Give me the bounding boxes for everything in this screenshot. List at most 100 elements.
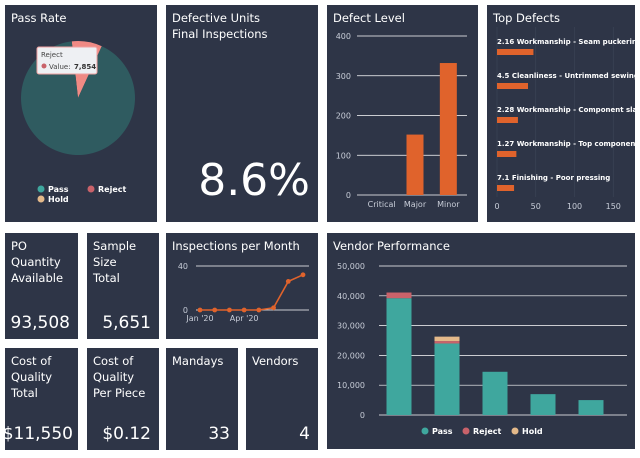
vendor-perf-bar-pass: [578, 400, 604, 415]
defect-level-xtick: Major: [404, 200, 427, 209]
sample-size-title: Sample Size Total: [93, 238, 159, 286]
inspections-line: [200, 274, 304, 311]
top-defects-title: Top Defects: [493, 11, 560, 25]
inspections-xtick: Jan '20: [185, 314, 213, 323]
top-defects-bar-chart: 0 50 100 150 2.16 Workmanship - Seam puckeri…: [494, 27, 640, 211]
top-defects-label: 1.27 Workmanship - Top component not cc: [497, 140, 640, 148]
cost-quality-piece-title-line1: Cost of: [93, 354, 134, 368]
cost-quality-total-title: Cost of Quality Total: [11, 353, 52, 401]
pass-rate-title: Pass Rate: [11, 11, 67, 25]
inspections-ytick: 40: [178, 262, 188, 271]
pie-tooltip-dot: [41, 63, 47, 69]
top-defects-tile: Top Defects 0 50 100 150 2.16 Workmanship - …: [487, 5, 640, 222]
cost-quality-piece-value: $0.12: [102, 424, 151, 444]
po-quantity-tile: PO Quantity Available 93,508: [5, 233, 78, 339]
po-quantity-title-line2: Available: [11, 271, 64, 285]
vendor-perf-ytick: 0: [360, 411, 365, 420]
top-defects-label: 2.28 Workmanship - Component slantec: [497, 106, 640, 114]
vendor-perf-legend-marker-pass: [421, 427, 429, 435]
mandays-value: 33: [208, 424, 230, 444]
defective-units-title-line1: Defective Units: [172, 11, 261, 25]
pie-legend-label-hold: Hold: [48, 195, 69, 204]
defect-level-ytick: 0: [346, 191, 351, 200]
inspections-point: [212, 307, 218, 313]
cost-quality-piece-tile: Cost of Quality Per Piece $0.12: [87, 348, 159, 450]
defect-level-ytick: 300: [336, 72, 351, 81]
vendor-perf-bar-pass: [434, 343, 460, 415]
mandays-title: Mandays: [172, 354, 224, 368]
vendor-perf-legend-label-hold: Hold: [522, 427, 543, 436]
sample-size-title-line2: Total: [93, 271, 120, 285]
inspections-point: [271, 305, 276, 311]
defect-level-title: Defect Level: [333, 11, 405, 25]
inspections-point: [227, 307, 232, 313]
cost-quality-total-title-line2: Quality: [11, 370, 53, 384]
vendor-perf-bar-reject: [434, 341, 460, 344]
cost-quality-total-value: $11,550: [2, 424, 73, 444]
defect-level-bar-chart: 0 100 200 300 400 Critical Major Minor: [336, 32, 467, 209]
pie-legend-label-pass: Pass: [48, 185, 69, 194]
vendor-perf-ytick: 20,000: [337, 351, 365, 360]
vendors-title: Vendors: [252, 354, 299, 368]
defect-level-tile: Defect Level 0 100 200 300 400 Critical Major M…: [327, 5, 478, 222]
pie-legend-marker-pass: [37, 185, 45, 193]
vendor-perf-bar-pass: [530, 394, 556, 415]
vendor-perf-legend-label-pass: Pass: [432, 427, 453, 436]
vendor-performance-bar-chart: 0 10,000 20,000 30,000 40,000 50,000 Pass Rejec…: [337, 262, 627, 436]
top-defects-xtick: 150: [606, 202, 621, 211]
pie-tooltip-value: 7,854: [74, 63, 96, 71]
cost-quality-piece-title-line3: Per Piece: [93, 386, 146, 400]
top-defects-xtick: 0: [494, 202, 499, 211]
sample-size-tile: Sample Size Total 5,651: [87, 233, 159, 339]
defective-units-tile: Defective Units Final Inspections 8.6%: [166, 5, 318, 222]
cost-quality-total-title-line1: Cost of: [11, 354, 52, 368]
defect-level-bar-minor: [439, 63, 457, 195]
pie-legend-label-reject: Reject: [98, 185, 126, 194]
defective-units-title: Defective Units Final Inspections: [172, 10, 268, 42]
defect-level-ytick: 400: [336, 32, 351, 41]
pie-legend-marker-hold: [37, 195, 45, 203]
pass-rate-tile: Pass Rate Reject Value: 7,854 Pass Reject Hol…: [5, 5, 157, 222]
sample-size-value: 5,651: [102, 313, 151, 333]
inspections-point: [197, 307, 203, 313]
inspections-title: Inspections per Month: [172, 239, 300, 253]
cost-quality-total-title-line3: Total: [11, 386, 38, 400]
vendor-perf-legend-label-reject: Reject: [473, 427, 501, 436]
vendor-perf-legend-marker-reject: [462, 427, 470, 435]
defect-level-xtick: Minor: [437, 200, 460, 209]
inspections-point: [285, 279, 291, 284]
vendors-tile: Vendors 4: [246, 348, 318, 450]
vendor-perf-bar-reject: [386, 292, 412, 299]
inspections-xtick: Apr '20: [230, 314, 259, 323]
inspections-tile: Inspections per Month 0 40 Jan '20 Apr '20: [166, 233, 318, 339]
sample-size-title-line1: Sample Size: [93, 239, 137, 269]
top-defects-bar: [497, 49, 534, 55]
pie-tooltip-series: Reject: [41, 51, 63, 59]
cost-quality-total-tile: Cost of Quality Total $11,550: [2, 348, 78, 450]
top-defects-label: 4.5 Cleanliness - Untrimmed sewing thr: [497, 72, 640, 80]
po-quantity-value: 93,508: [10, 313, 70, 333]
vendor-perf-ytick: 40,000: [337, 292, 365, 301]
inspections-point: [300, 272, 306, 278]
inspections-point: [256, 307, 262, 313]
inspections-point: [241, 307, 247, 313]
top-defects-bar: [497, 151, 517, 157]
vendor-perf-bar-hold: [434, 336, 460, 342]
vendor-perf-ytick: 50,000: [337, 262, 365, 271]
cost-quality-piece-title: Cost of Quality Per Piece: [93, 353, 145, 401]
top-defects-label: 2.16 Workmanship - Seam puckering: [497, 38, 640, 46]
vendor-perf-legend-marker-hold: [511, 427, 519, 435]
pie-tooltip-box: [36, 46, 98, 75]
inspections-line-chart: 0 40 Jan '20 Apr '20: [178, 262, 309, 323]
defect-level-bar-major: [406, 134, 424, 195]
vendors-value: 4: [299, 424, 310, 444]
defective-units-value: 8.6%: [198, 155, 310, 206]
top-defects-bar: [497, 83, 528, 89]
defect-level-ytick: 100: [336, 151, 351, 160]
pass-rate-pie-chart: Reject Value: 7,854 Pass Reject Hold: [21, 41, 135, 204]
top-defects-xtick: 50: [531, 202, 541, 211]
vendor-perf-bar-pass: [386, 298, 412, 415]
vendor-perf-ytick: 30,000: [337, 322, 365, 331]
top-defects-bar: [497, 185, 515, 191]
vendor-perf-ytick: 10,000: [337, 381, 365, 390]
